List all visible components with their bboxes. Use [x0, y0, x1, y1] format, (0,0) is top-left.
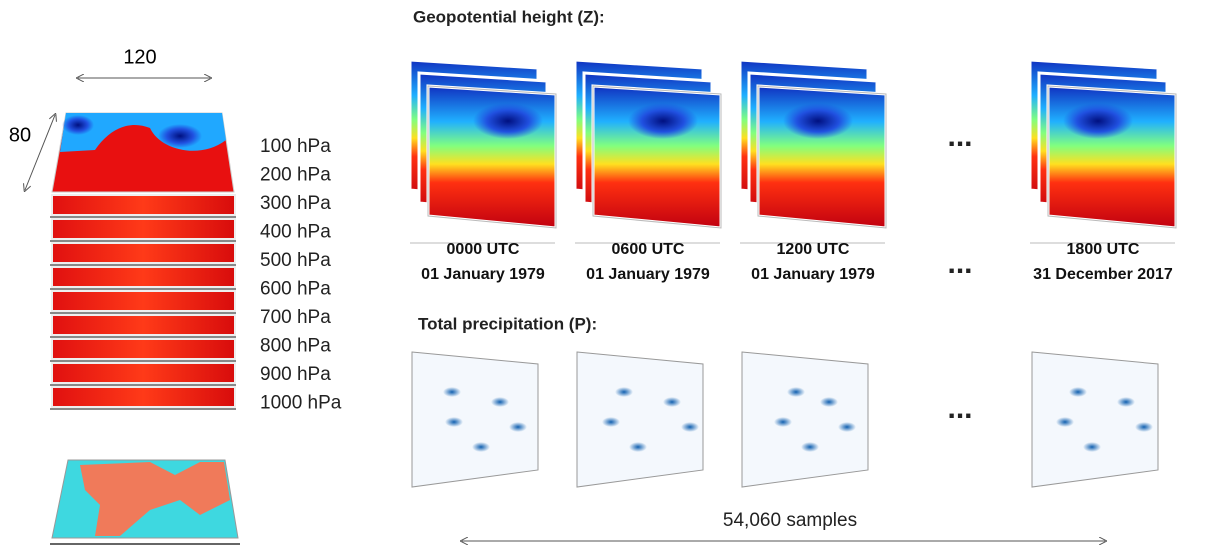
level-label: 700 hPa	[260, 307, 331, 328]
samples-label: 54,060 samples	[723, 510, 857, 531]
level-label: 100 hPa	[260, 136, 331, 157]
ellipsis: ...	[947, 392, 972, 425]
p-frame	[411, 351, 539, 488]
top-layer-low	[158, 124, 202, 148]
p-cell	[820, 397, 838, 407]
p-cell	[1135, 422, 1153, 432]
top-layer-low	[62, 115, 94, 135]
map	[50, 459, 240, 545]
p-cell	[443, 387, 461, 397]
width-label: 120	[123, 46, 156, 68]
level-layer	[51, 194, 236, 216]
level-layer	[51, 218, 236, 240]
ellipsis: ...	[947, 120, 972, 153]
height-arrow	[25, 115, 55, 190]
p-frame	[741, 351, 869, 488]
level-label: 200 hPa	[260, 165, 331, 186]
z-frame-border	[427, 85, 557, 229]
height-label: 80	[9, 124, 31, 146]
geopotential-sample: 1800 UTC 31 December 2017	[1028, 58, 1178, 283]
z-frame-border	[757, 85, 887, 229]
p-cell	[1117, 397, 1135, 407]
sample-time: 1800 UTC	[1067, 241, 1140, 258]
precipitation-sample	[741, 351, 869, 488]
sample-time: 1200 UTC	[777, 241, 850, 258]
p-cell	[774, 417, 792, 427]
p-cell	[1083, 442, 1101, 452]
p-frame	[1031, 351, 1159, 488]
sample-date: 01 January 1979	[751, 266, 875, 283]
p-cell	[681, 422, 699, 432]
sample-date: 01 January 1979	[586, 266, 710, 283]
z-frame-border	[1047, 85, 1177, 229]
level-layer	[51, 314, 236, 336]
level-layer	[51, 338, 236, 360]
level-layer	[51, 290, 236, 312]
level-label: 500 hPa	[260, 250, 331, 271]
precipitation-sample	[411, 351, 539, 488]
p-cell	[602, 417, 620, 427]
p-cell	[663, 397, 681, 407]
p-frame	[576, 351, 704, 488]
p-cell	[472, 442, 490, 452]
z-low	[473, 103, 543, 139]
p-cell	[838, 422, 856, 432]
precipitation-sample	[576, 351, 704, 488]
sample-time: 0000 UTC	[447, 241, 520, 258]
geopotential-sample: 1200 UTC 01 January 1979	[738, 58, 888, 283]
precipitation-sample	[1031, 351, 1159, 488]
p-cell	[787, 387, 805, 397]
p-cell	[801, 442, 819, 452]
precipitation-title: Total precipitation (P):	[418, 314, 597, 333]
p-cell	[491, 397, 509, 407]
geopotential-sample: 0000 UTC 01 January 1979	[408, 58, 558, 283]
level-stack: 120 80 100 hPa 200 hPa 300 hPa 400 hPa 500 h…	[9, 46, 342, 413]
level-layer	[51, 362, 236, 384]
level-label: 300 hPa	[260, 193, 331, 214]
z-low	[628, 103, 698, 139]
geopotential-sample: 0600 UTC 01 January 1979	[573, 58, 723, 283]
level-label: 900 hPa	[260, 364, 331, 385]
geopotential-title: Geopotential height (Z):	[413, 7, 605, 26]
level-layer	[51, 242, 236, 264]
level-layer	[51, 386, 236, 408]
z-low	[783, 103, 853, 139]
level-label: 400 hPa	[260, 222, 331, 243]
p-cell	[445, 417, 463, 427]
z-low	[1063, 103, 1133, 139]
p-cell	[1056, 417, 1074, 427]
ellipsis: ...	[947, 247, 972, 280]
p-cell	[1069, 387, 1087, 397]
level-label: 1000 hPa	[260, 393, 342, 414]
p-cell	[629, 442, 647, 452]
sample-date: 31 December 2017	[1033, 266, 1173, 283]
p-cell	[615, 387, 633, 397]
sample-time: 0600 UTC	[612, 241, 685, 258]
level-label: 600 hPa	[260, 279, 331, 300]
level-layer	[51, 266, 236, 288]
level-label: 800 hPa	[260, 336, 331, 357]
sample-date: 01 January 1979	[421, 266, 545, 283]
p-cell	[509, 422, 527, 432]
z-frame-border	[592, 85, 722, 229]
